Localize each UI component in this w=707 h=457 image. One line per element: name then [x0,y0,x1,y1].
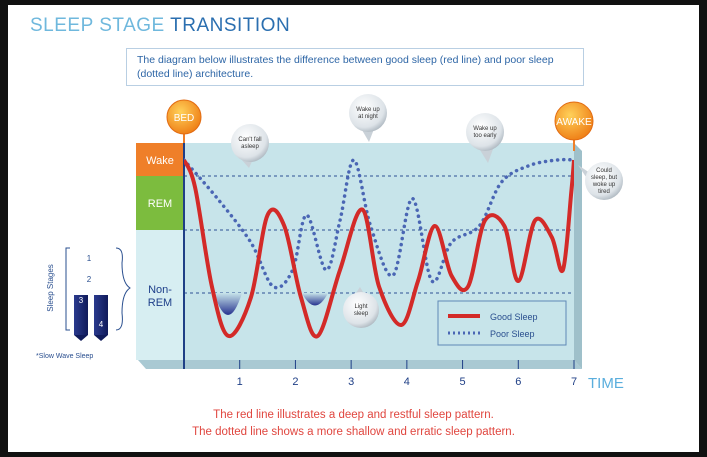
deep-sleep-pool [302,293,328,306]
sleep-stages-heading: Sleep Stages [46,264,55,312]
stage-label-nonrem-line2: REM [148,297,172,309]
footer-line-1: The red line illustrates a deep and rest… [213,409,494,421]
x-tick-label: 6 [515,376,521,388]
footer-caption: The red line illustrates a deep and rest… [8,407,699,441]
infographic: SLEEP STAGE TRANSITION The diagram below… [8,5,699,452]
legend-label-good: Good Sleep [490,312,538,322]
title-part-2: TRANSITION [170,15,291,36]
title-part-1: SLEEP STAGE [30,15,165,36]
stage-label-rem: REM [148,198,172,210]
series-good-sleep-line [184,159,574,339]
awake-marker [554,101,594,141]
x-tick-label: 4 [404,376,410,388]
stage-bar-3 [74,295,88,335]
description-box: The diagram below illustrates the differ… [126,48,584,86]
bubble-text: Wake up [473,126,497,132]
x-tick-label: 7 [571,376,577,388]
bed-label: BED [174,113,195,124]
deep-sleep-pool [214,293,242,315]
sleep-stage-chart: Wake REM Non- REM 1 2 3 4 5 6 7 TIME BED AWAKE [36,94,624,392]
stage-bar-tip [74,335,88,341]
bubble-wake-up-early: Wake up too early [466,113,504,163]
band-nonrem [136,230,184,360]
x-tick-label: 2 [292,376,298,388]
x-ticks: 1 2 3 4 5 6 7 [237,360,577,388]
chart-side [574,143,582,369]
bubble-wake-up-night: Wake up at night [349,94,387,142]
band-rem [136,176,184,230]
bubble-text: asleep [241,144,259,150]
bubble-could-sleep: Could sleep, but woke up tired [578,162,623,200]
stages-bracket-left [65,247,70,331]
x-tick-label: 1 [237,376,243,388]
bubble-text: woke up [592,182,616,188]
x-tick-label: 3 [348,376,354,388]
slow-wave-note: *Slow Wave Sleep [36,353,93,360]
stage-number-4: 4 [99,320,104,329]
band-wake [136,143,184,176]
stage-label-wake: Wake [146,155,174,167]
legend-label-poor: Poor Sleep [490,329,535,339]
bubble-text: too early [473,133,496,139]
bubble-text: tired [598,189,610,195]
stage-number-1: 1 [87,254,92,263]
footer-line-2: The dotted line shows a more shallow and… [192,426,515,438]
legend-box [437,300,567,346]
bed-marker [166,99,202,135]
stage-label-nonrem-line1: Non- [148,284,172,296]
series-group [184,157,574,339]
legend: Good Sleep Poor Sleep [437,300,567,346]
bubble-text: Can't fall [238,137,261,143]
sleep-stages-key: Sleep Stages 1 2 3 4 *Slow Wave Sleep [36,247,131,360]
bubble-text: Light [354,304,367,310]
x-tick-label: 5 [460,376,466,388]
bubble-text: at night [358,114,378,120]
bubble-text: Could [596,168,612,174]
stage-bar-4 [94,295,108,335]
bubble-cant-fall-asleep: Can't fall asleep [231,124,269,168]
chart-base [138,360,582,369]
awake-label: AWAKE [556,117,592,128]
stage-number-2: 2 [87,275,92,284]
bubble-light-sleep: Light sleep [343,287,379,328]
bubble-text: sleep, but [591,175,617,181]
deep-sleep-pools [214,293,328,315]
grid-lines [184,175,574,294]
stage-bar-tip [94,335,108,341]
bubble-text: sleep [354,311,369,317]
page-title: SLEEP STAGE TRANSITION [30,15,290,37]
stage-number-3: 3 [79,296,84,305]
stages-bracket-right [115,247,131,331]
x-axis-title: TIME [588,375,624,392]
bubble-text: Wake up [356,107,380,113]
